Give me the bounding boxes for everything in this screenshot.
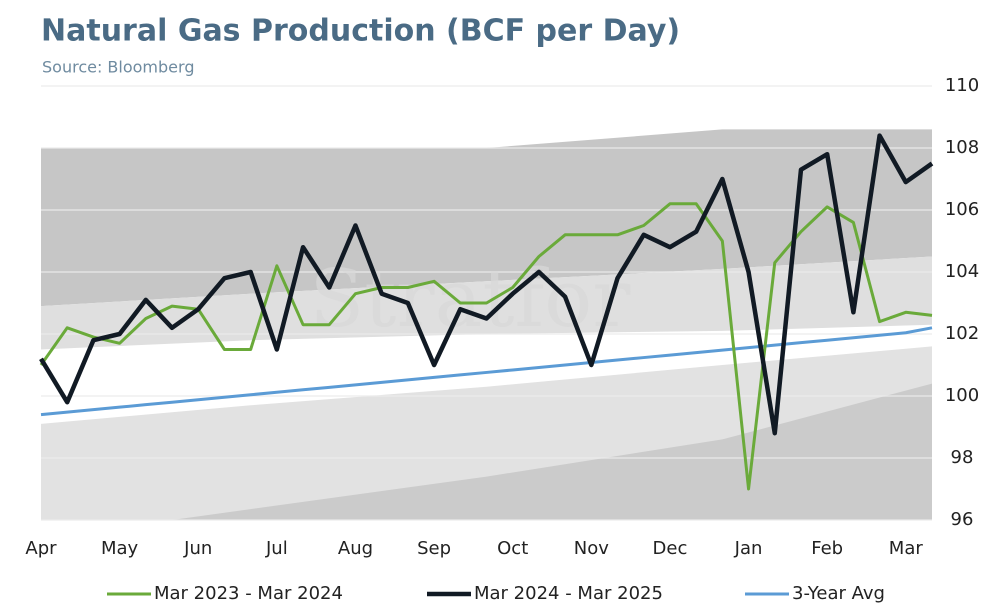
y-tick-label: 96	[951, 509, 974, 530]
y-tick-label: 100	[945, 385, 979, 406]
x-tick-label: Jan	[734, 538, 763, 559]
watermark: Stratfor	[309, 252, 631, 345]
x-tick-label: Apr	[25, 538, 57, 559]
x-tick-label: Jul	[265, 538, 288, 559]
x-tick-label: Feb	[811, 538, 843, 559]
x-tick-label: Jun	[183, 538, 212, 559]
range-band	[41, 129, 932, 307]
y-tick-label: 102	[945, 323, 979, 344]
x-tick-label: May	[101, 538, 139, 559]
y-tick-label: 106	[945, 199, 979, 220]
x-tick-label: Aug	[338, 538, 373, 559]
chart-subtitle: Source: Bloomberg	[42, 58, 194, 77]
range-band	[41, 383, 932, 520]
legend-label: Mar 2023 - Mar 2024	[154, 583, 343, 604]
x-tick-label: Nov	[574, 538, 609, 559]
y-tick-label: 108	[945, 137, 979, 158]
legend-label: Mar 2024 - Mar 2025	[474, 583, 663, 604]
axes: 96 98 100 102 104 106 108 110 Apr May Jun Jul Aug Sep…	[25, 75, 979, 559]
y-tick-label: 110	[945, 75, 979, 96]
bands	[41, 129, 932, 520]
chart-title: Natural Gas Production (BCF per Day)	[41, 14, 680, 49]
x-tick-label: Dec	[653, 538, 688, 559]
x-tick-label: Oct	[497, 538, 528, 559]
x-tick-label: Sep	[417, 538, 451, 559]
series-line	[39, 202, 933, 491]
x-tick-label: Mar	[889, 538, 924, 559]
legend-label: 3-Year Avg	[792, 583, 885, 604]
lines	[39, 133, 934, 491]
y-tick-label: 104	[945, 261, 979, 282]
y-tick-label: 98	[951, 447, 974, 468]
legend: Mar 2023 - Mar 2024 Mar 2024 - Mar 2025 3-…	[107, 583, 885, 604]
series-line	[39, 133, 934, 436]
